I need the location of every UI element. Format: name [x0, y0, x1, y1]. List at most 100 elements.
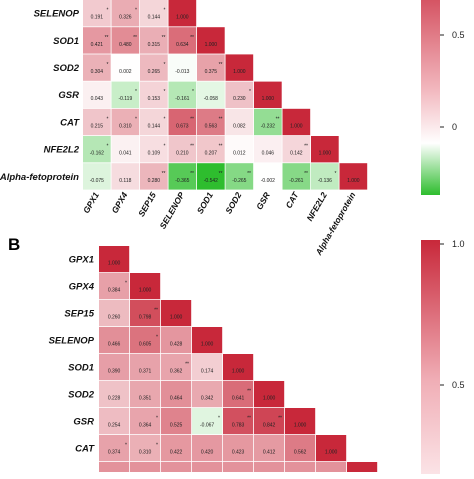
- cell-value: 0.210: [176, 151, 189, 157]
- heatmap-cell: [99, 354, 130, 381]
- row-label: SOD2: [68, 390, 95, 401]
- heatmap-cell: [192, 462, 223, 472]
- heatmap-cell: [161, 327, 192, 354]
- cell-value: 1.000: [139, 288, 152, 294]
- heatmap-cell: [99, 435, 130, 462]
- significance-marker: **: [162, 171, 166, 177]
- heatmap-cell: [192, 435, 223, 462]
- heatmap-cell: [168, 0, 197, 27]
- heatmap-cell: [254, 381, 285, 408]
- row-label: GPX1: [69, 255, 94, 266]
- colorbar-tick-label: 1.0: [452, 239, 465, 249]
- cell-value: 1.000: [176, 15, 189, 21]
- heatmap-cell: [99, 300, 130, 327]
- cell-value: 0.525: [170, 423, 183, 429]
- significance-marker: *: [164, 62, 166, 68]
- heatmap-cell: [254, 408, 285, 435]
- cell-value: 0.215: [91, 123, 104, 129]
- heatmap-cell: [254, 136, 282, 163]
- cell-value: 0.464: [170, 396, 183, 402]
- column-label: SELENOP: [158, 190, 187, 230]
- significance-marker: *: [249, 89, 251, 95]
- cell-value: 0.374: [108, 450, 121, 456]
- cell-value: 1.000: [108, 261, 121, 267]
- significance-marker: **: [219, 171, 223, 177]
- heatmap-cell: [316, 435, 347, 462]
- cell-value: 0.842: [263, 423, 276, 429]
- row-label: SOD1: [68, 363, 94, 374]
- heatmap-cell: [311, 136, 339, 163]
- heatmap-cell: [140, 163, 168, 190]
- heatmap-cell: [168, 108, 197, 136]
- heatmap-cell: [168, 54, 197, 81]
- heatmap-cell: [168, 81, 197, 108]
- cell-value: 0.230: [233, 96, 246, 102]
- heatmap-cell: [83, 0, 111, 27]
- significance-marker: *: [107, 116, 109, 122]
- heatmap-cell: [168, 136, 197, 163]
- heatmap-cell: [111, 81, 140, 108]
- significance-marker: **: [219, 144, 223, 150]
- cell-value: 0.351: [139, 396, 152, 402]
- cell-value: -0.058: [204, 96, 218, 102]
- significance-marker: **: [276, 116, 280, 122]
- heatmap-cell: [111, 163, 140, 190]
- cell-value: 0.466: [108, 342, 121, 348]
- significance-marker: **: [162, 35, 166, 41]
- cell-value: -0.013: [175, 69, 189, 75]
- significance-marker: **: [304, 171, 308, 177]
- heatmap-cell: [111, 27, 140, 54]
- cell-value: 0.280: [148, 178, 161, 184]
- significance-marker: *: [107, 62, 109, 68]
- heatmap-cell: [111, 108, 140, 136]
- cell-value: 0.254: [108, 423, 121, 429]
- cell-value: 0.265: [148, 69, 161, 75]
- cell-value: 1.000: [263, 396, 276, 402]
- heatmap-cell: [223, 408, 254, 435]
- heatmap-cell: [197, 81, 225, 108]
- cell-value: 1.000: [294, 423, 307, 429]
- cell-value: 1.000: [170, 315, 183, 321]
- cell-value: 0.384: [108, 288, 121, 294]
- cell-value: 0.412: [263, 450, 276, 456]
- heatmap-cell: [161, 408, 192, 435]
- colorbar: [421, 0, 440, 195]
- cell-value: -0.261: [289, 178, 303, 184]
- cell-value: 0.109: [148, 151, 161, 157]
- heatmap-cell: [130, 381, 161, 408]
- cell-value: 0.082: [233, 123, 246, 129]
- heatmap-cell: [223, 435, 254, 462]
- heatmap-cell: [197, 27, 225, 54]
- cell-value: 0.480: [119, 42, 132, 48]
- cell-value: -0.232: [261, 123, 275, 129]
- cell-value: 1.000: [201, 342, 214, 348]
- row-label: GPX4: [69, 282, 95, 293]
- heatmap-cell: [130, 273, 161, 300]
- heatmap-cell: [225, 54, 254, 81]
- heatmap-cell: [282, 108, 311, 136]
- cell-value: -0.067: [200, 423, 214, 429]
- significance-marker: *: [164, 116, 166, 122]
- cell-value: 0.207: [205, 151, 218, 157]
- significance-marker: **: [154, 308, 158, 314]
- column-label: GSR: [254, 190, 272, 212]
- cell-value: 0.228: [108, 396, 121, 402]
- column-label: SOD2: [223, 190, 243, 215]
- significance-marker: **: [105, 35, 109, 41]
- significance-marker: **: [247, 416, 251, 422]
- cell-value: 1.000: [290, 123, 303, 129]
- significance-marker: *: [107, 144, 109, 150]
- cell-value: 0.342: [201, 396, 214, 402]
- significance-marker: **: [133, 35, 137, 41]
- row-label: CAT: [75, 444, 95, 455]
- cell-value: 1.000: [347, 178, 360, 184]
- cell-value: 0.428: [170, 342, 183, 348]
- row-label: SEP15: [64, 309, 94, 320]
- heatmap-cell: [99, 408, 130, 435]
- cell-value: 0.375: [205, 69, 218, 75]
- heatmap-cell: [130, 462, 161, 472]
- significance-marker: *: [164, 89, 166, 95]
- cell-value: 0.634: [176, 42, 189, 48]
- heatmap-cell: [99, 246, 130, 273]
